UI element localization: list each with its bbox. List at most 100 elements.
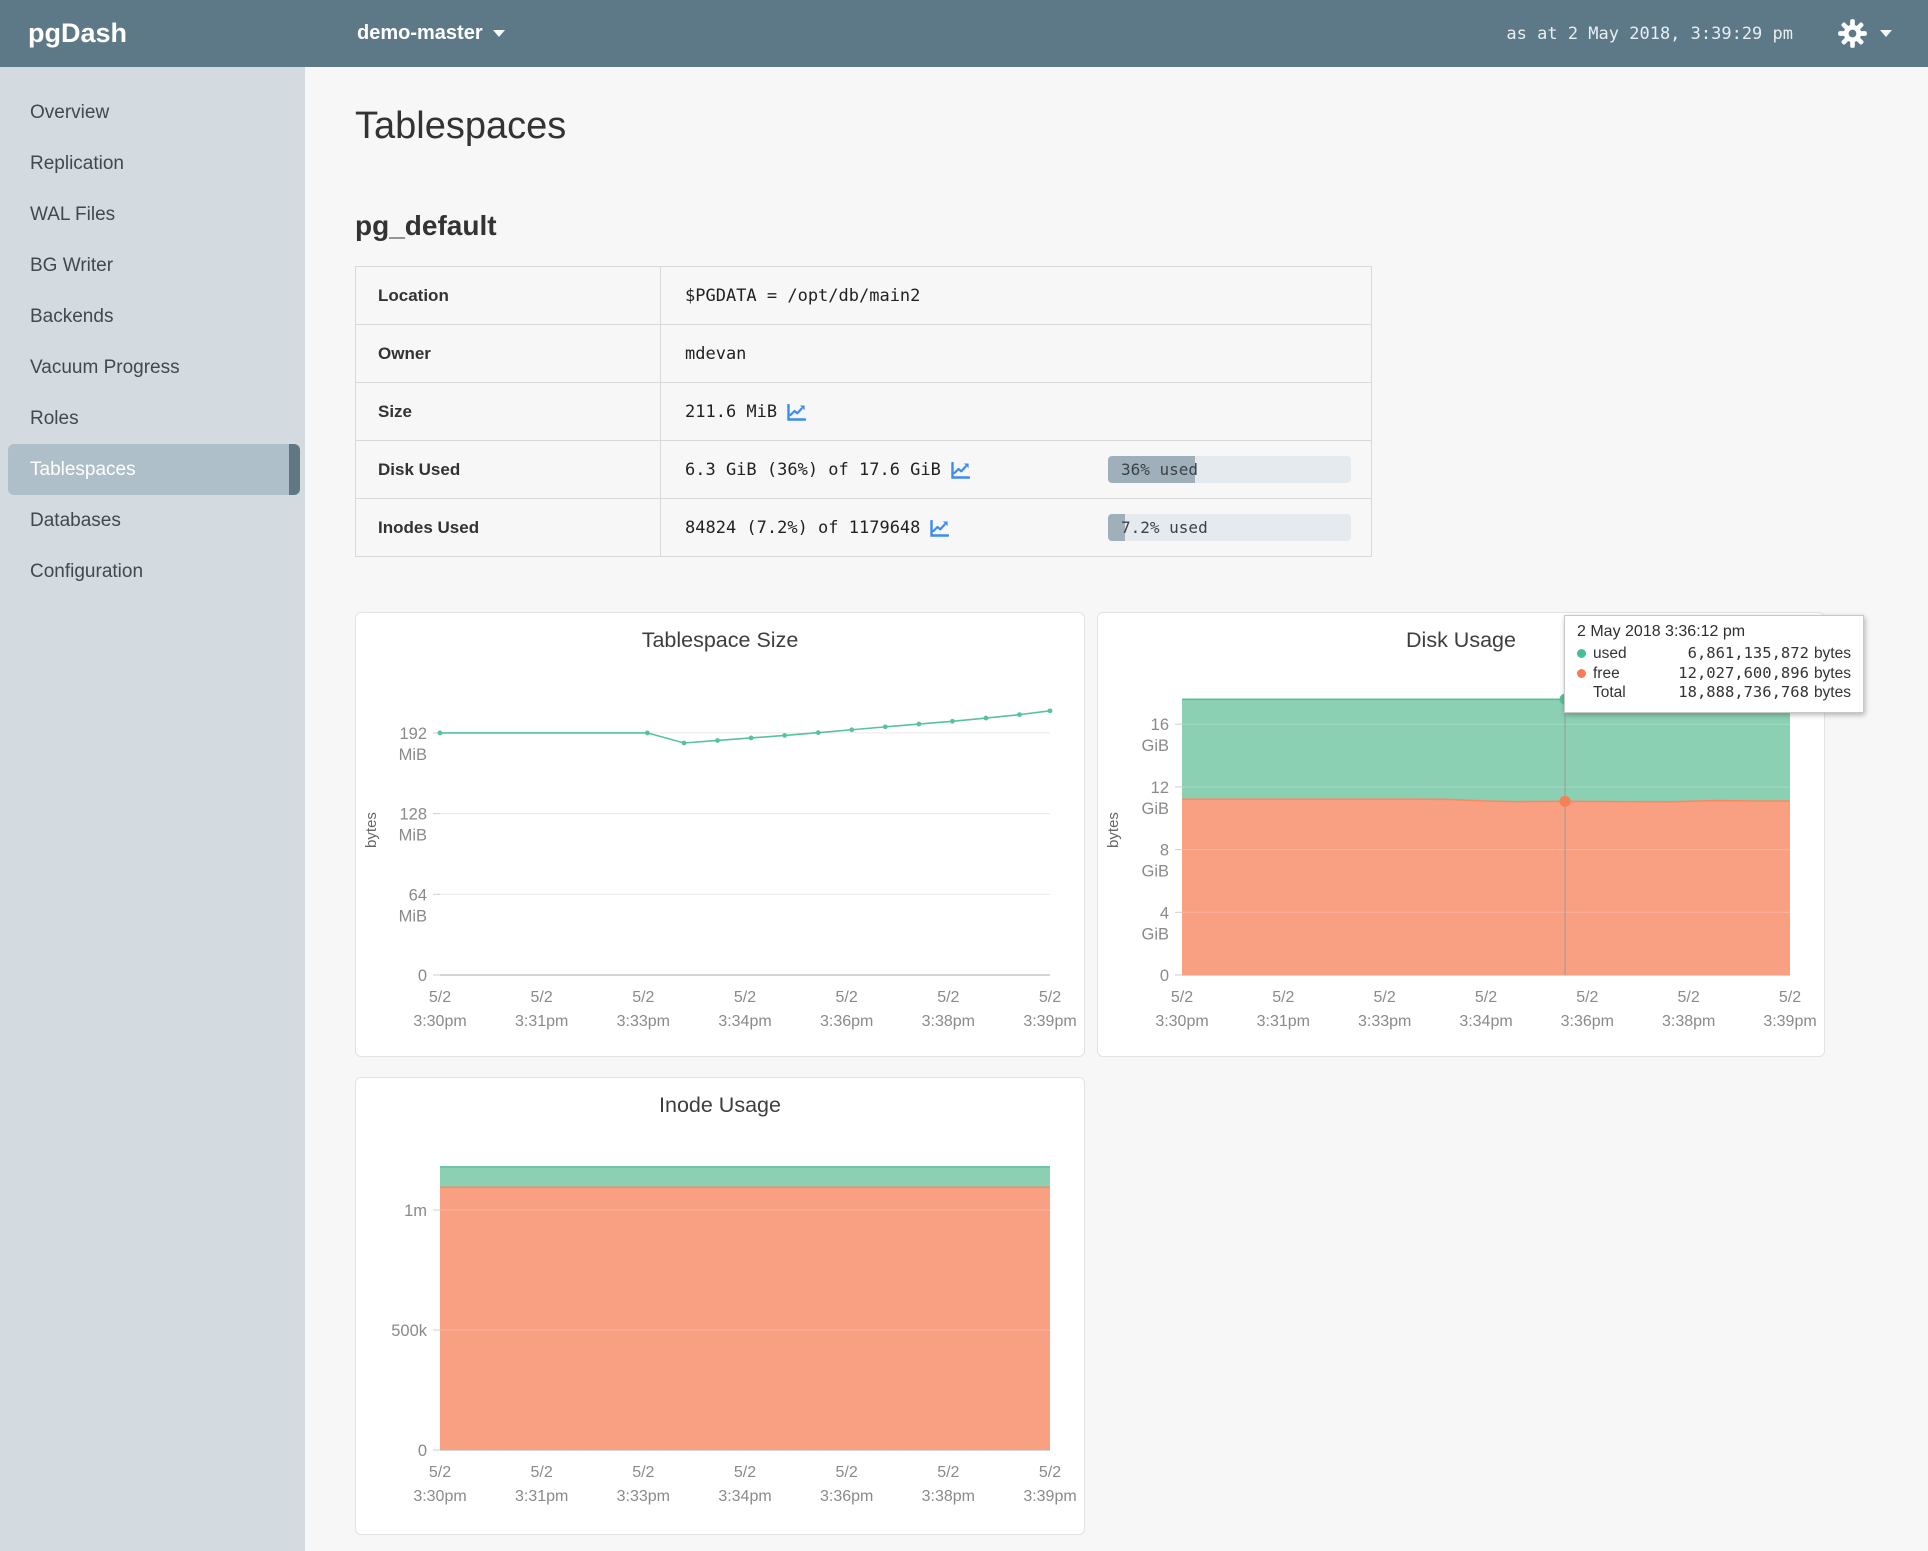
progress-label: 7.2% used	[1121, 518, 1208, 537]
svg-text:GiB: GiB	[1141, 800, 1169, 818]
svg-text:5/2: 5/2	[1374, 989, 1396, 1006]
svg-text:3:39pm: 3:39pm	[1023, 1013, 1076, 1030]
table-row-size: Size 211.6 MiB	[355, 382, 1372, 441]
svg-text:5/2: 5/2	[1039, 989, 1061, 1006]
sidebar-item-vacuum-progress[interactable]: Vacuum Progress	[30, 356, 180, 378]
tooltip-series-label: used	[1593, 645, 1627, 662]
chart-link-icon[interactable]	[951, 462, 970, 479]
svg-text:3:33pm: 3:33pm	[617, 1488, 670, 1505]
server-selector[interactable]: demo-master	[357, 22, 505, 45]
svg-text:5/2: 5/2	[1272, 989, 1294, 1006]
sidebar-item-overview[interactable]: Overview	[30, 101, 110, 123]
svg-text:5/2: 5/2	[734, 1464, 756, 1481]
svg-text:0: 0	[1160, 967, 1169, 985]
sidebar-item-bg-writer[interactable]: BG Writer	[30, 254, 114, 276]
svg-text:5/2: 5/2	[1171, 989, 1193, 1006]
sidebar-nav: Overview Replication WAL Files BG Writer Bac…	[0, 67, 305, 1551]
svg-text:5/2: 5/2	[836, 989, 858, 1006]
svg-text:3:38pm: 3:38pm	[922, 1488, 975, 1505]
table-row-owner: Owner mdevan	[355, 324, 1372, 383]
row-label: Owner	[355, 324, 661, 383]
svg-text:5/2: 5/2	[1576, 989, 1598, 1006]
chart-link-icon[interactable]	[787, 404, 807, 421]
row-value: 84824 (7.2%) of 1179648	[685, 517, 921, 538]
sidebar-item-databases[interactable]: Databases	[30, 509, 121, 531]
svg-text:16: 16	[1151, 716, 1169, 734]
svg-text:5/2: 5/2	[836, 1464, 858, 1481]
svg-text:5/2: 5/2	[734, 989, 756, 1006]
svg-text:5/2: 5/2	[531, 1464, 553, 1481]
svg-text:0: 0	[418, 967, 427, 985]
svg-text:3:38pm: 3:38pm	[922, 1013, 975, 1030]
tooltip-series-value: 6,861,135,872	[1687, 644, 1809, 662]
content-area: Tablespaces pg_default Location $PGDATA =…	[305, 67, 1928, 1551]
svg-text:3:31pm: 3:31pm	[515, 1488, 568, 1505]
svg-text:GiB: GiB	[1141, 925, 1169, 943]
svg-text:3:36pm: 3:36pm	[820, 1013, 873, 1030]
svg-text:3:34pm: 3:34pm	[1459, 1013, 1512, 1030]
svg-text:MiB: MiB	[399, 827, 427, 845]
svg-text:bytes: bytes	[363, 812, 380, 848]
svg-text:1m: 1m	[404, 1202, 427, 1220]
chart-title: Tablespace Size	[641, 628, 799, 652]
row-value: 6.3 GiB (36%) of 17.6 GiB	[685, 459, 941, 480]
main-layout: Overview Replication WAL Files BG Writer Bac…	[0, 67, 1928, 1551]
usage-progress-badge: 7.2% used	[1108, 514, 1351, 541]
chart-title: Inode Usage	[659, 1093, 781, 1117]
row-label: Location	[355, 266, 661, 325]
row-label: Size	[355, 382, 661, 441]
disk-usage-panel: Disk Usage 0 4 GiB 8 GiB 12 GiB 16 GiB bytes 5/2 3:…	[1097, 612, 1864, 1057]
row-value: mdevan	[685, 343, 747, 364]
tablespace-size-chart: 0 64 MiB 128 MiB 192 MiB bytes 5/2 3:30pm 5/2 3:31p…	[356, 657, 1084, 1052]
table-row-disk-used: Disk Used 6.3 GiB (36%) of 17.6 GiB 36% u…	[355, 440, 1372, 499]
svg-text:5/2: 5/2	[632, 989, 654, 1006]
progress-fill	[1108, 514, 1126, 541]
chart-link-icon[interactable]	[930, 520, 950, 537]
svg-text:5/2: 5/2	[937, 989, 959, 1006]
tooltip-row-total: Total 18,888,736,768 bytes	[1577, 683, 1851, 703]
tooltip-timestamp: 2 May 2018 3:36:12 pm	[1577, 623, 1746, 640]
navbar-right: as at 2 May 2018, 3:39:29 pm	[1506, 18, 1928, 49]
svg-text:3:34pm: 3:34pm	[718, 1013, 771, 1030]
svg-text:5/2: 5/2	[1039, 1464, 1061, 1481]
snapshot-timestamp: as at 2 May 2018, 3:39:29 pm	[1506, 23, 1793, 44]
svg-text:5/2: 5/2	[531, 989, 553, 1006]
svg-text:0: 0	[418, 1442, 427, 1460]
chevron-down-icon	[1880, 30, 1892, 37]
disk-usage-plot[interactable]: 0 4 GiB 8 GiB 12 GiB 16 GiB bytes 5/2 3:30pm 5/2 3:31…	[1098, 657, 1822, 1047]
svg-text:5/2: 5/2	[1678, 989, 1700, 1006]
legend-dot-icon	[1577, 649, 1586, 659]
inode-usage-plot[interactable]: 0 500k 1m 5/2 3:30pm 5/2 3:31pm 5/2 3:33pm 5/2 3:3…	[356, 1122, 1082, 1522]
svg-text:GiB: GiB	[1141, 737, 1169, 755]
svg-text:5/2: 5/2	[429, 989, 451, 1006]
settings-menu[interactable]	[1837, 18, 1892, 49]
table-row-inodes-used: Inodes Used 84824 (7.2%) of 1179648 7.2% …	[355, 498, 1372, 557]
svg-text:5/2: 5/2	[1475, 989, 1497, 1006]
sidebar-item-tablespaces[interactable]: Tablespaces	[8, 444, 300, 495]
sidebar-item-replication[interactable]: Replication	[30, 152, 124, 174]
tablespace-size-panel: Tablespace Size 0 64 MiB 128 MiB 192 MiB bytes 5…	[355, 612, 1085, 1057]
svg-text:GiB: GiB	[1141, 863, 1169, 881]
usage-progress-badge: 36% used	[1108, 456, 1351, 483]
sidebar-item-configuration[interactable]: Configuration	[30, 560, 144, 582]
charts-row: Tablespace Size 0 64 MiB 128 MiB 192 MiB bytes 5…	[355, 612, 1928, 1057]
top-navbar: pgDash demo-master as at 2 May 2018, 3:3…	[0, 0, 1928, 67]
sidebar-item-roles[interactable]: Roles	[30, 407, 79, 429]
tablespace-name-heading: pg_default	[355, 210, 497, 241]
svg-text:3:31pm: 3:31pm	[515, 1013, 568, 1030]
svg-text:3:36pm: 3:36pm	[820, 1488, 873, 1505]
tooltip-value-unit: bytes	[1813, 684, 1851, 701]
sidebar-item-backends[interactable]: Backends	[30, 305, 114, 327]
svg-text:3:36pm: 3:36pm	[1561, 1013, 1614, 1030]
svg-text:3:33pm: 3:33pm	[1358, 1013, 1411, 1030]
row-value-cell: mdevan	[660, 324, 1372, 383]
svg-text:192: 192	[399, 725, 427, 743]
app-logo[interactable]: pgDash	[28, 18, 128, 48]
sidebar-item-wal-files[interactable]: WAL Files	[30, 203, 116, 225]
tablespace-size-plot[interactable]: 0 64 MiB 128 MiB 192 MiB bytes 5/2 3:30pm 5/2 3:31p…	[356, 657, 1082, 1047]
row-label: Disk Used	[355, 440, 661, 499]
page-title: Tablespaces	[355, 105, 567, 147]
progress-fill	[1108, 456, 1196, 483]
crosshair-dot	[1559, 795, 1571, 807]
gear-icon[interactable]	[1837, 18, 1868, 49]
